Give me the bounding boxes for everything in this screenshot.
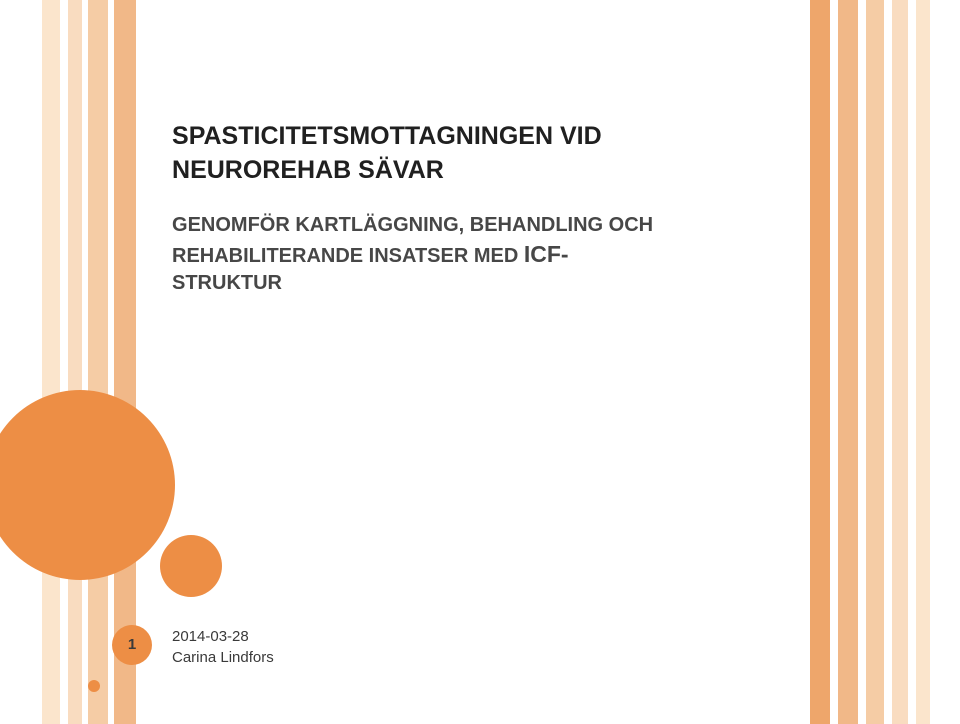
- bg-stripe: [916, 0, 930, 724]
- bg-stripe: [892, 0, 908, 724]
- accent-circle-large: [0, 390, 175, 580]
- subtitle-text: ENOMFÖR KARTLÄGGNING, BEHANDLING OCH: [188, 214, 654, 236]
- slide-content: SPASTICITETSMOTTAGNINGEN VID NEUROREHAB …: [172, 120, 782, 297]
- footer-author: Carina Lindfors: [172, 647, 274, 668]
- title-text: S: [172, 122, 189, 150]
- accent-circle-medium: [160, 535, 222, 597]
- bg-stripe: [866, 0, 884, 724]
- subtitle-text: ICF-: [524, 241, 569, 267]
- bg-stripe: [88, 0, 108, 724]
- title-text: ÄVAR: [375, 156, 444, 184]
- subtitle-text: REHABILITERANDE INSATSER MED: [172, 245, 524, 267]
- bg-stripe: [114, 0, 136, 724]
- slide-footer: 2014-03-28 Carina Lindfors: [172, 626, 274, 668]
- footer-date: 2014-03-28: [172, 626, 274, 647]
- bg-stripe: [68, 0, 82, 724]
- subtitle-text: G: [172, 214, 188, 236]
- bg-stripe: [42, 0, 60, 724]
- title-text: S: [358, 156, 375, 184]
- slide-title: SPASTICITETSMOTTAGNINGEN VID NEUROREHAB …: [172, 120, 782, 188]
- title-text: EUROREHAB: [190, 156, 358, 184]
- title-text: PASTICITETSMOTTAGNINGEN VID: [189, 122, 602, 150]
- subtitle-text: STRUKTUR: [172, 272, 282, 294]
- bg-stripe: [810, 0, 830, 724]
- page-number: 1: [122, 636, 142, 653]
- bg-stripe: [838, 0, 858, 724]
- slide-subtitle: GENOMFÖR KARTLÄGGNING, BEHANDLING OCH RE…: [172, 212, 782, 297]
- accent-circle-tiny: [88, 680, 100, 692]
- title-text: N: [172, 156, 190, 184]
